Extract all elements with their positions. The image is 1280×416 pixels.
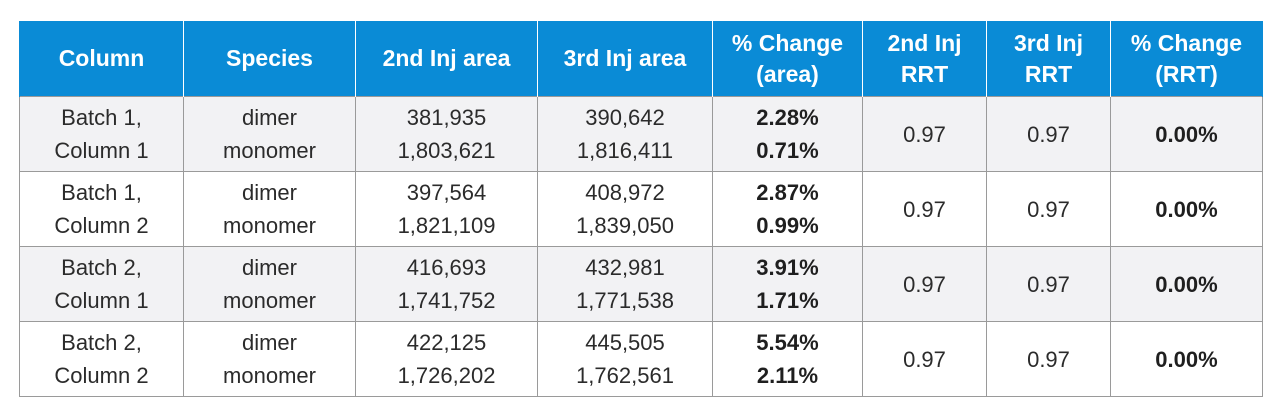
cell-pct-change-rrt: 0.00%	[1111, 247, 1263, 322]
cell-2nd-inj-area: 422,125 1,726,202	[356, 322, 538, 397]
cell-column: Batch 1, Column 2	[20, 172, 184, 247]
cell-column: Batch 2, Column 2	[20, 322, 184, 397]
cell-species: dimer monomer	[184, 322, 356, 397]
cell-2nd-inj-rrt: 0.97	[863, 322, 987, 397]
cell-3rd-inj-area: 408,972 1,839,050	[538, 172, 713, 247]
cell-column: Batch 1, Column 1	[20, 97, 184, 172]
cell-pct-change-area: 3.91% 1.71%	[713, 247, 863, 322]
cell-pct-change-rrt: 0.00%	[1111, 172, 1263, 247]
cell-2nd-inj-area: 416,693 1,741,752	[356, 247, 538, 322]
cell-pct-change-rrt: 0.00%	[1111, 322, 1263, 397]
cell-2nd-inj-area: 397,564 1,821,109	[356, 172, 538, 247]
header-2nd-inj-area: 2nd Inj area	[356, 21, 538, 97]
table-row: Batch 1, Column 2 dimer monomer 397,564 …	[20, 172, 1263, 247]
cell-3rd-inj-area: 432,981 1,771,538	[538, 247, 713, 322]
cell-column: Batch 2, Column 1	[20, 247, 184, 322]
table-row: Batch 1, Column 1 dimer monomer 381,935 …	[20, 97, 1263, 172]
cell-2nd-inj-area: 381,935 1,803,621	[356, 97, 538, 172]
cell-pct-change-rrt: 0.00%	[1111, 97, 1263, 172]
cell-3rd-inj-rrt: 0.97	[987, 97, 1111, 172]
cell-3rd-inj-area: 390,642 1,816,411	[538, 97, 713, 172]
results-table: Column Species 2nd Inj area 3rd Inj area…	[19, 21, 1263, 397]
header-2nd-inj-rrt: 2nd Inj RRT	[863, 21, 987, 97]
cell-3rd-inj-rrt: 0.97	[987, 172, 1111, 247]
header-species: Species	[184, 21, 356, 97]
header-3rd-inj-rrt: 3rd Inj RRT	[987, 21, 1111, 97]
header-pct-change-rrt: % Change (RRT)	[1111, 21, 1263, 97]
cell-2nd-inj-rrt: 0.97	[863, 172, 987, 247]
header-column: Column	[20, 21, 184, 97]
cell-species: dimer monomer	[184, 247, 356, 322]
cell-3rd-inj-rrt: 0.97	[987, 247, 1111, 322]
cell-species: dimer monomer	[184, 172, 356, 247]
cell-3rd-inj-area: 445,505 1,762,561	[538, 322, 713, 397]
table-header-row: Column Species 2nd Inj area 3rd Inj area…	[20, 21, 1263, 97]
table-row: Batch 2, Column 2 dimer monomer 422,125 …	[20, 322, 1263, 397]
cell-2nd-inj-rrt: 0.97	[863, 247, 987, 322]
cell-pct-change-area: 2.87% 0.99%	[713, 172, 863, 247]
cell-pct-change-area: 5.54% 2.11%	[713, 322, 863, 397]
results-table-container: Column Species 2nd Inj area 3rd Inj area…	[19, 21, 1262, 397]
header-pct-change-area: % Change (area)	[713, 21, 863, 97]
cell-pct-change-area: 2.28% 0.71%	[713, 97, 863, 172]
cell-2nd-inj-rrt: 0.97	[863, 97, 987, 172]
header-3rd-inj-area: 3rd Inj area	[538, 21, 713, 97]
cell-species: dimer monomer	[184, 97, 356, 172]
table-row: Batch 2, Column 1 dimer monomer 416,693 …	[20, 247, 1263, 322]
cell-3rd-inj-rrt: 0.97	[987, 322, 1111, 397]
